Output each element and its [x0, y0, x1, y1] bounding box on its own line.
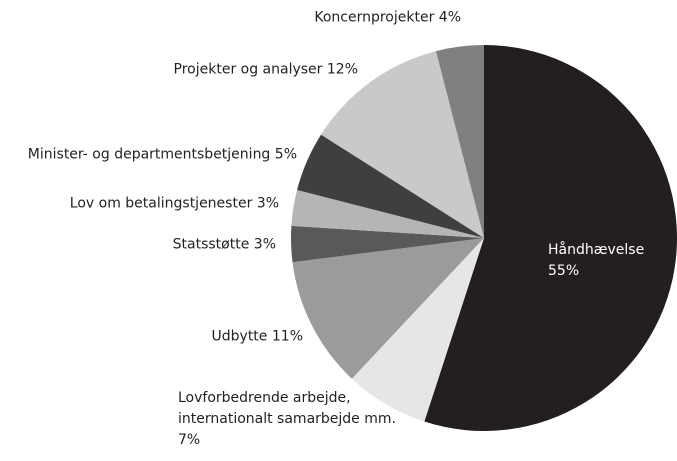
- percent-label: 11%: [271, 328, 303, 345]
- percent-label: 4%: [438, 9, 461, 26]
- category-name: Koncernprojekter: [314, 9, 435, 26]
- slice-label: Minister- og departmentsbetjening 5%: [28, 145, 297, 166]
- category-name: Håndhævelse: [548, 242, 645, 258]
- pie-slice: [436, 45, 484, 238]
- slice-label: Udbytte 11%: [212, 327, 303, 348]
- category-name: Udbytte: [211, 328, 268, 345]
- percent-label: 5%: [274, 146, 297, 163]
- pie-slice: [297, 134, 484, 238]
- category-name: Statsstøtte: [172, 236, 250, 253]
- pie-slice: [424, 45, 677, 431]
- percent-label: 7%: [178, 432, 201, 448]
- slice-label: Håndhævelse 55%: [548, 240, 644, 282]
- pie-slice: [291, 190, 484, 238]
- slice-label: Lov om betalingstjenester 3%: [70, 194, 279, 215]
- category-name: Minister- og departmentsbetjening: [27, 146, 271, 163]
- pie-slice: [321, 51, 484, 239]
- slice-label: Koncernprojekter 4%: [314, 8, 461, 29]
- percent-label: 55%: [548, 263, 580, 279]
- category-name: Lov om betalingstjenester: [69, 195, 253, 212]
- slice-label: Projekter og analyser 12%: [174, 60, 358, 81]
- slice-label: Lovforbedrende arbejde, internationalt s…: [178, 388, 423, 451]
- pie-slice: [292, 238, 484, 379]
- percent-label: 3%: [256, 195, 279, 212]
- category-name: Projekter og analyser: [173, 61, 323, 78]
- percent-label: 12%: [326, 61, 358, 78]
- slice-label: Statsstøtte 3%: [173, 235, 276, 256]
- percent-label: 3%: [253, 236, 276, 253]
- pie-slice: [291, 225, 484, 263]
- category-name: Lovforbedrende arbejde, internationalt s…: [178, 390, 396, 427]
- pie-slice: [351, 238, 484, 422]
